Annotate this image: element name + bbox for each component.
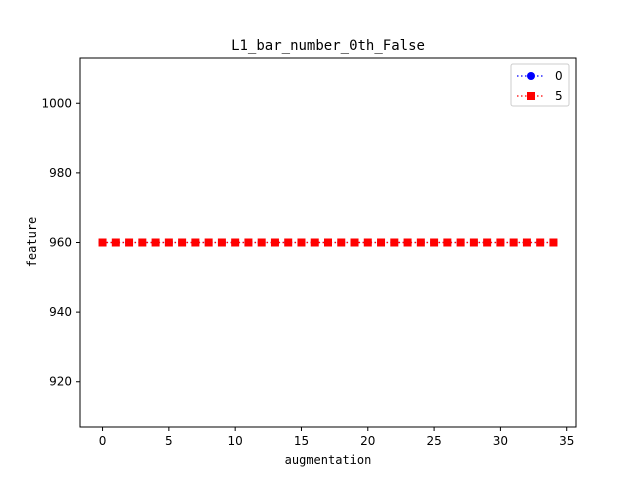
series-5-point (430, 238, 439, 247)
series-5-point (125, 238, 134, 247)
series-5-point (297, 238, 306, 247)
y-tick-label: 1000 (41, 96, 72, 110)
series-5-point (469, 238, 478, 247)
axis-ticks: 0 5 10 15 20 25 30 35 920 940 960 980 1000 (41, 96, 574, 448)
x-tick-label: 5 (165, 434, 173, 448)
series-layer (98, 238, 558, 247)
y-axis-label: feature (25, 217, 39, 268)
series-5-point (456, 238, 465, 247)
series-5-point (416, 238, 425, 247)
y-tick-label: 980 (49, 166, 72, 180)
series-5-point (231, 238, 240, 247)
series-5-point (178, 238, 187, 247)
series-5-point (549, 238, 558, 247)
series-5-point (522, 238, 531, 247)
series-5-point (403, 238, 412, 247)
series-5-point (191, 238, 200, 247)
series-5-point (257, 238, 266, 247)
x-tick-label: 35 (559, 434, 574, 448)
series-5-point (443, 238, 452, 247)
legend-series-0-label: 0 (555, 69, 563, 83)
legend: 05 (510, 63, 570, 107)
chart-title: L1_bar_number_0th_False (231, 38, 425, 54)
series-5-point (164, 238, 173, 247)
legend-series-5-marker (527, 92, 535, 100)
series-5-point (390, 238, 399, 247)
series-5-point (483, 238, 492, 247)
series-5-point (377, 238, 386, 247)
series-5-point (496, 238, 505, 247)
series-5-point (324, 238, 332, 247)
series-5-point (98, 238, 107, 247)
x-tick-label: 15 (294, 434, 309, 448)
series-5-point (350, 238, 359, 247)
x-tick-label: 30 (493, 434, 508, 448)
x-axis-label: augmentation (285, 453, 372, 467)
series-5-point (270, 238, 279, 247)
series-5-point (244, 238, 253, 247)
y-tick-label: 920 (49, 375, 72, 389)
series-5-point (204, 238, 213, 247)
legend-series-0-marker (527, 72, 535, 80)
series-5-point (138, 238, 147, 247)
series-5-point (111, 238, 120, 247)
x-tick-label: 10 (228, 434, 243, 448)
series-5-point (310, 238, 319, 247)
x-tick-label: 0 (99, 434, 107, 448)
legend-series-5-label: 5 (555, 89, 563, 103)
x-tick-label: 25 (426, 434, 441, 448)
series-5-point (337, 238, 346, 247)
series-5-point (509, 238, 518, 247)
series-5-point (217, 238, 226, 247)
series-5-point (284, 238, 293, 247)
x-tick-label: 20 (360, 434, 375, 448)
series-5-point (536, 238, 545, 247)
y-tick-label: 940 (49, 305, 72, 319)
series-5-point (151, 238, 160, 247)
series-5-point (363, 238, 372, 247)
y-tick-label: 960 (49, 236, 72, 250)
